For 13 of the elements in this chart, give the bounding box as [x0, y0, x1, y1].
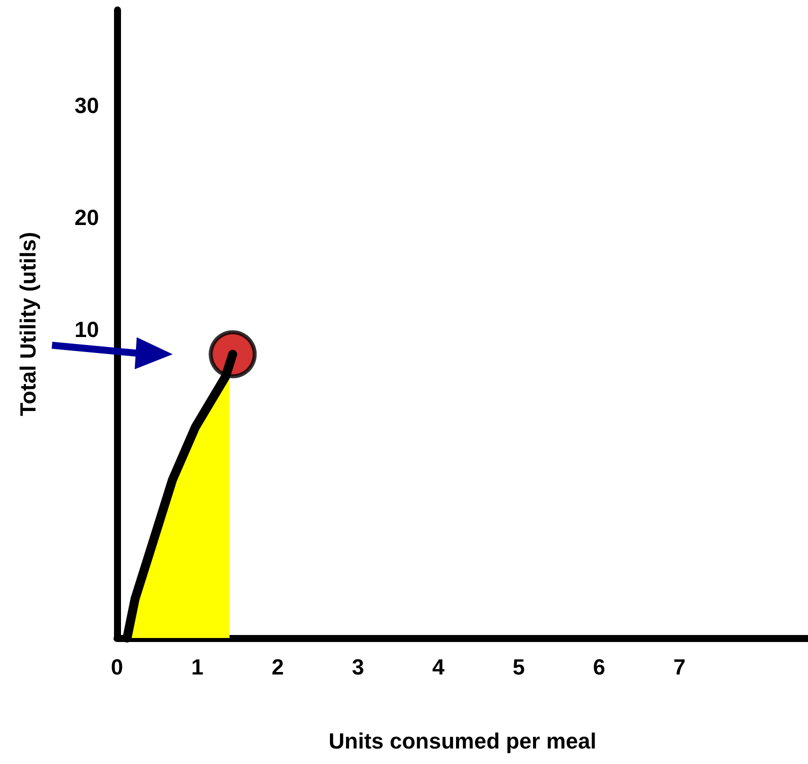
y-tick-label: 30 — [74, 92, 99, 118]
x-axis-title: Units consumed per meal — [328, 728, 596, 754]
y-tick-label: 20 — [74, 204, 99, 230]
x-tick-label: 5 — [512, 654, 525, 680]
x-tick-label: 2 — [272, 654, 284, 680]
y-axis-title: Total Utility (utils) — [16, 232, 40, 416]
x-tick-label: 3 — [352, 654, 364, 680]
x-tick-label: 1 — [191, 654, 204, 680]
x-tick-label: 6 — [592, 654, 606, 680]
x-tick-label: 4 — [432, 654, 446, 680]
y-tick-label: 10 — [74, 317, 99, 342]
x-tick-label: 0 — [110, 654, 124, 680]
x-tick-label: 7 — [673, 654, 686, 680]
